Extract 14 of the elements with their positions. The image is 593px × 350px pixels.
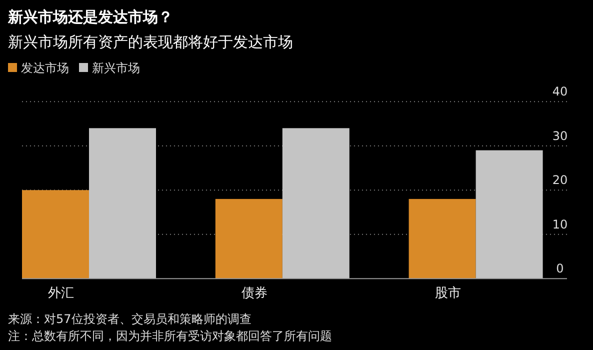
text: 注：总数有所不同，因为并非所有受访对象都回答了所有问题 (8, 329, 332, 343)
source-note: 来源：对57位投资者、交易员和策略师的调查 (8, 312, 252, 326)
y-tick-label: 10 (552, 217, 568, 232)
x-tick-label: 股市 (434, 286, 461, 301)
y-tick-label: 0 (556, 262, 564, 276)
chart-title: 新兴市场还是发达市场？ (7, 8, 173, 26)
y-tick-label: 40 (552, 84, 568, 99)
x-tick-label: 债券 (241, 286, 268, 301)
y-tick-label: 20 (552, 173, 568, 188)
y-tick-label: 30 (552, 128, 568, 143)
legend-label: 发达市场 (21, 61, 69, 75)
legend-label: 新兴市场 (92, 61, 140, 75)
chart-subtitle: 新兴市场所有资产的表现都将好于发达市场 (8, 33, 293, 51)
x-tick-label: 外汇 (48, 286, 74, 301)
